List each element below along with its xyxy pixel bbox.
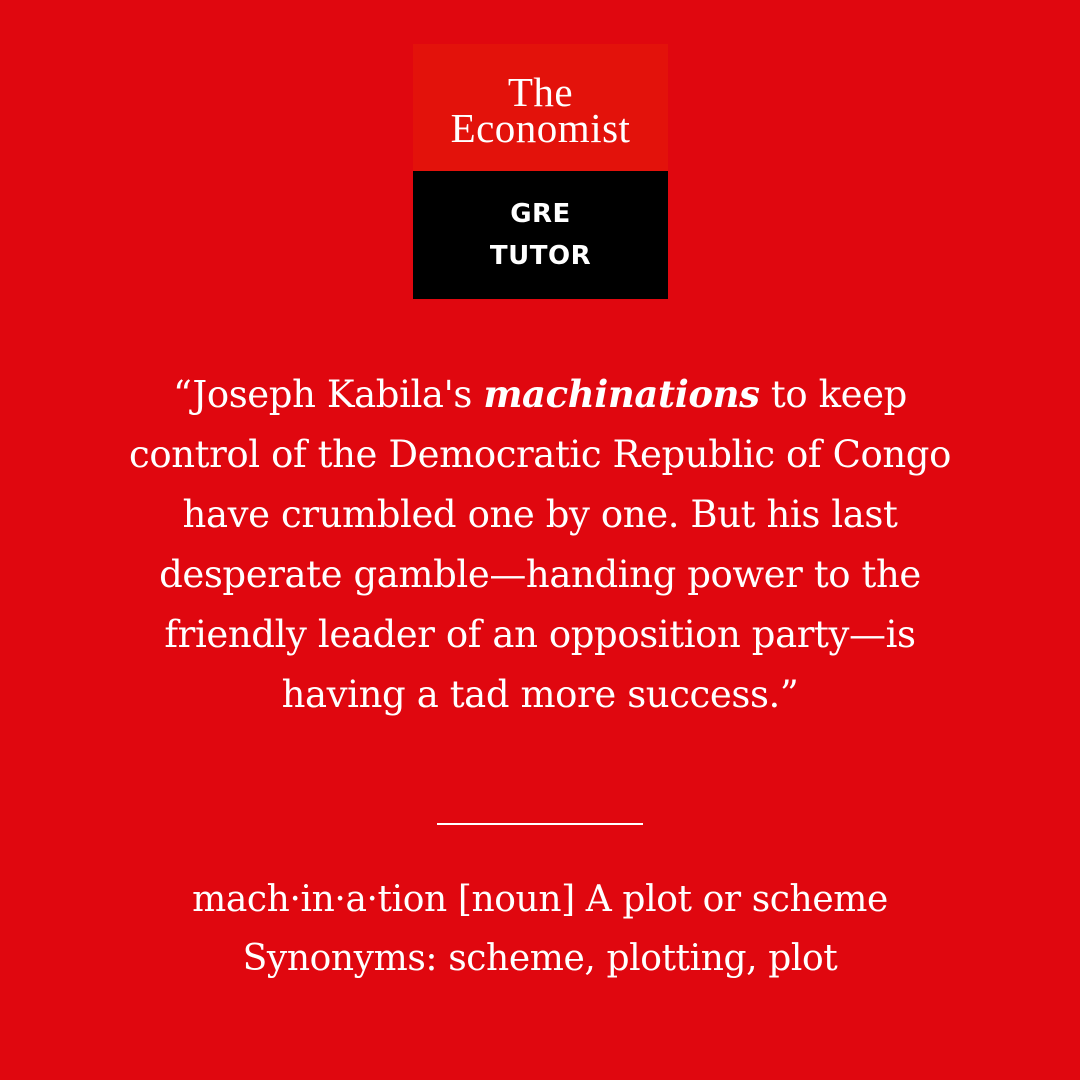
economist-logo: The Economist GRE TUTOR [413, 44, 668, 299]
quote-open: “Joseph Kabila's [173, 373, 484, 416]
logo-line-the: The [507, 68, 574, 115]
quote-highlight-word: machinations [483, 372, 760, 416]
definition-line: mach·in·a·tion [noun] A plot or scheme [192, 879, 888, 920]
logo-subtitle: GRE TUTOR [413, 171, 668, 299]
definition-block: mach·in·a·tion [noun] A plot or scheme S… [110, 870, 970, 988]
divider [437, 823, 643, 825]
logo-sub-gre: GRE [510, 199, 571, 229]
synonyms-line: Synonyms: scheme, plotting, plot [242, 938, 838, 979]
logo-wordmark: The Economist [413, 44, 668, 171]
logo-line-economist: Economist [450, 104, 631, 151]
quote-text: “Joseph Kabila's machinations to keep co… [110, 364, 970, 725]
quote-rest: to keep control of the Democratic Republ… [129, 373, 951, 716]
logo-sub-tutor: TUTOR [489, 241, 592, 271]
